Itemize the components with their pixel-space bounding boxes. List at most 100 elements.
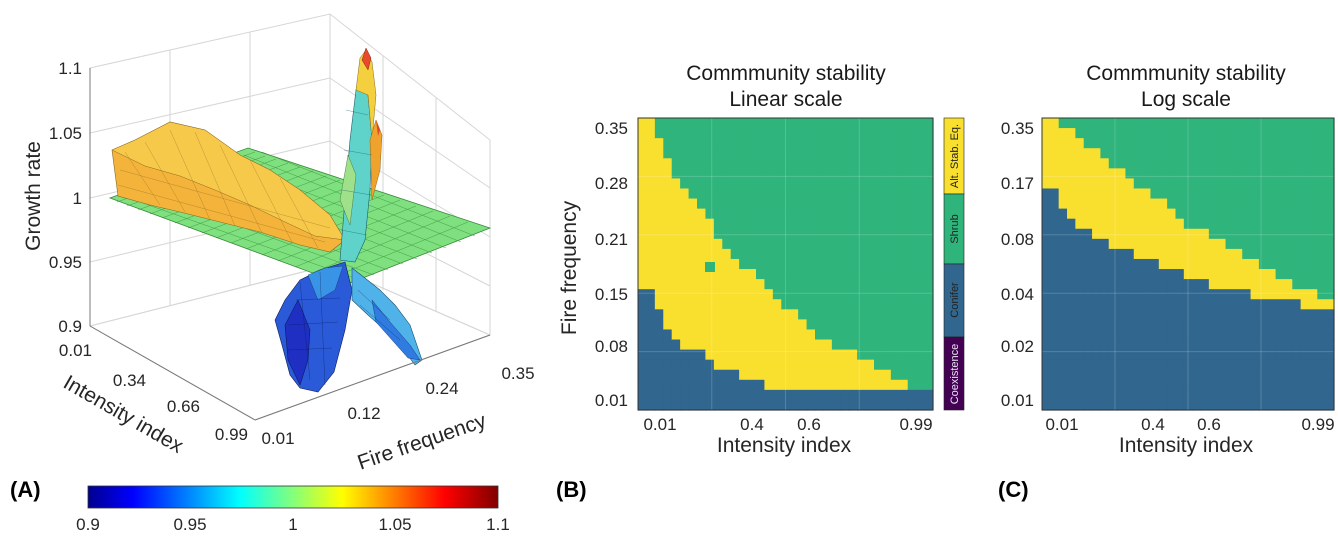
heatmap-cell xyxy=(654,198,664,210)
heatmap-cell xyxy=(1225,118,1235,129)
heatmap-cell xyxy=(1325,128,1335,139)
heatmap-cell xyxy=(1225,379,1235,391)
heatmap-cell xyxy=(1167,309,1177,320)
heatmap-cell xyxy=(638,228,648,240)
heatmap-cell xyxy=(890,128,900,139)
heatmap-cell xyxy=(899,178,909,190)
heatmap-cell xyxy=(865,289,875,300)
heatmap-cell xyxy=(1133,399,1143,411)
heatmap-cell xyxy=(798,138,808,149)
heatmap-cell xyxy=(1142,309,1152,320)
heatmap-cell xyxy=(764,349,774,361)
heatmap-cell xyxy=(1292,359,1302,371)
heatmap-cell xyxy=(916,238,926,250)
heatmap-cell xyxy=(739,168,749,180)
heatmap-cell xyxy=(1192,309,1202,320)
heatmap-cell xyxy=(1192,269,1202,280)
heatmap-cell xyxy=(1208,379,1218,391)
heatmap-cell xyxy=(1325,158,1335,169)
heatmap-cell xyxy=(1200,269,1210,280)
heatmap-cell xyxy=(890,279,900,290)
heatmap-cell xyxy=(663,289,673,300)
heatmap-cell xyxy=(713,399,723,411)
heatmap-cell xyxy=(1317,238,1327,250)
heatmap-cell xyxy=(747,238,757,250)
heatmap-cell xyxy=(1117,339,1127,351)
heatmap-cell xyxy=(772,198,782,210)
heatmap-cell xyxy=(654,379,664,391)
heatmap-cell xyxy=(848,349,858,361)
heatmap-cell xyxy=(1283,128,1293,139)
heatmap-cell xyxy=(697,329,707,341)
heatmap-cell xyxy=(831,369,841,381)
heatmap-cell xyxy=(806,359,816,371)
heatmap-cell xyxy=(874,248,884,260)
heatmap-cell xyxy=(772,389,782,401)
heatmap-cell xyxy=(646,269,656,280)
heatmap-cell xyxy=(1075,198,1085,210)
heatmap-cell xyxy=(654,258,664,270)
heatmap-cell xyxy=(697,158,707,169)
heatmap-cell xyxy=(1158,399,1168,411)
heatmap-cell xyxy=(739,279,749,290)
heatmap-cell xyxy=(1208,188,1218,200)
heatmap-cell xyxy=(1050,389,1060,401)
heatmap-cell xyxy=(857,178,867,190)
heatmap-cell xyxy=(638,369,648,381)
heatmap-cell xyxy=(815,269,825,280)
heatmap-cell xyxy=(1158,128,1168,139)
heatmap-cell xyxy=(1317,128,1327,139)
heatmap-cell xyxy=(899,228,909,240)
heatmap-cell xyxy=(1175,319,1185,331)
heatmap-cell xyxy=(916,319,926,331)
heatmap-cell xyxy=(798,238,808,250)
heatmap-cell xyxy=(848,309,858,320)
heatmap-cell xyxy=(747,359,757,371)
heatmap-cell xyxy=(1167,299,1177,310)
heatmap-cell xyxy=(1167,289,1177,300)
heatmap-cell xyxy=(739,329,749,341)
heatmap-cell xyxy=(789,118,799,129)
heatmap-cell xyxy=(1050,208,1060,220)
heatmap-cell xyxy=(1050,178,1060,190)
heatmap-cell xyxy=(1092,389,1101,401)
heatmap-cell xyxy=(1250,289,1260,300)
heatmap-cell xyxy=(1267,279,1277,290)
heatmap-cell xyxy=(1100,188,1110,200)
heatmap-cell xyxy=(815,138,825,149)
heatmap-cell xyxy=(882,198,892,210)
heatmap-cell xyxy=(1100,389,1110,401)
heatmap-cell xyxy=(1317,228,1327,240)
heatmap-cell xyxy=(713,148,723,159)
heatmap-cell xyxy=(1075,128,1085,139)
heatmap-cell xyxy=(815,238,825,250)
heatmap-cell xyxy=(1183,178,1193,190)
colorbar-tick-3: 1 xyxy=(288,515,297,534)
heatmap-cell xyxy=(739,399,749,411)
heatmap-cell xyxy=(680,299,690,310)
heatmap-cell xyxy=(756,138,766,149)
heatmap-cell xyxy=(1050,248,1060,260)
heatmap-cell xyxy=(680,289,690,300)
heatmap-cell xyxy=(1133,248,1143,260)
heatmap-cell xyxy=(840,168,850,180)
heatmap-cell xyxy=(1167,369,1177,381)
heatmap-cell xyxy=(1183,158,1193,169)
heatmap-cell xyxy=(815,168,825,180)
heatmap-cell xyxy=(1150,128,1160,139)
heatmap-cell xyxy=(1167,238,1177,250)
heatmap-cell xyxy=(899,289,909,300)
heatmap-cell xyxy=(1183,138,1193,149)
heatmap-cell xyxy=(882,228,892,240)
heatmap-cell xyxy=(916,208,926,220)
heatmap-cell xyxy=(1175,349,1185,361)
heatmap-cell xyxy=(1192,158,1202,169)
heatmap-cell xyxy=(730,138,740,149)
heatmap-cell xyxy=(646,128,656,139)
panel-b-ytick-2: 0.28 xyxy=(595,174,628,193)
heatmap-cell xyxy=(730,279,740,290)
heatmap-cell xyxy=(1275,168,1285,180)
heatmap-cell xyxy=(916,379,926,391)
heatmap-cell xyxy=(907,289,917,300)
heatmap-cell xyxy=(1125,248,1135,260)
